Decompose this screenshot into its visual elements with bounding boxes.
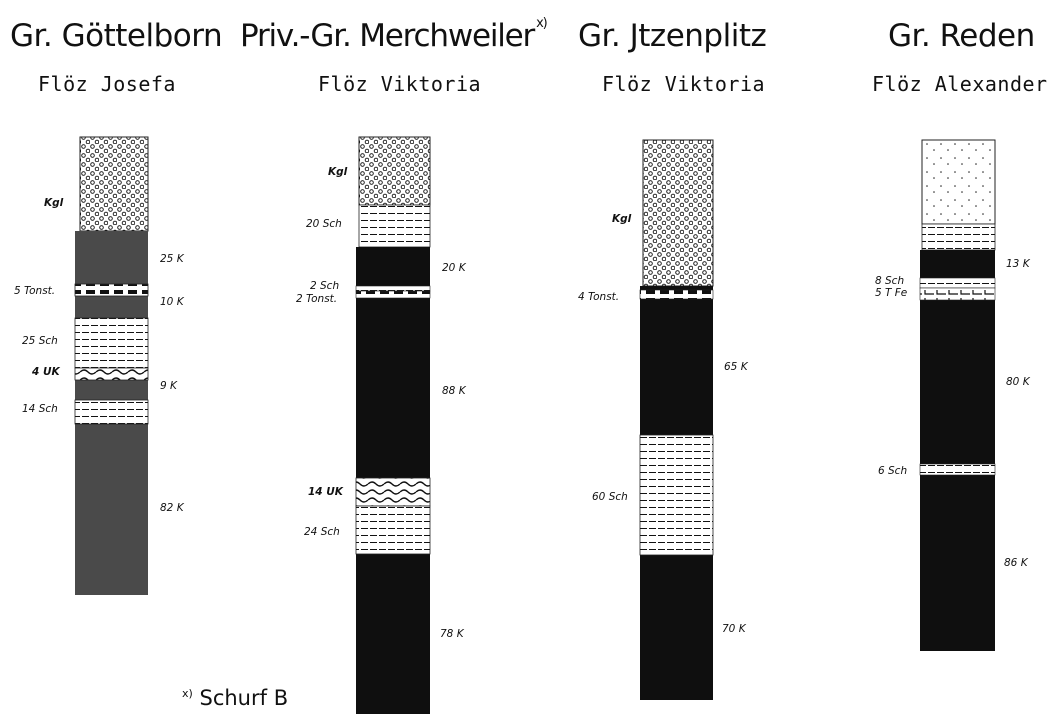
layer-shale — [639, 434, 714, 556]
layer-shale — [358, 204, 431, 248]
column-jtzenplitz — [639, 139, 714, 700]
footnote-text: Schurf B — [199, 686, 289, 710]
layer-underclay — [355, 477, 431, 507]
column-subtitle-merchweiler: Flöz Viktoria — [318, 72, 482, 96]
layer-shale-thin — [919, 277, 996, 289]
layer-conglomerate — [79, 136, 149, 232]
label-right-coal: 10 K — [160, 296, 184, 308]
column-title-merchweiler: Priv.-Gr. Merchweiler x) — [240, 16, 548, 54]
label-right-coal: 82 K — [160, 502, 184, 514]
label-right-coal: 25 K — [160, 253, 184, 265]
layer-shale-thin — [919, 463, 996, 476]
title-footnote-marker: x) — [536, 16, 548, 31]
layer-underclay — [74, 367, 149, 381]
label-left-kgl: Kgl — [328, 166, 348, 178]
label-left-shale: 2 Sch — [310, 280, 340, 292]
label-left-tonstein: 5 Tonst. — [14, 285, 56, 297]
label-left-tonstein: 4 Tonst. — [578, 291, 620, 303]
column-reden — [919, 139, 996, 651]
label-right-coal: 70 K — [722, 623, 746, 635]
layer-clay-ironstone — [919, 287, 996, 301]
label-left-underclay: 14 UK — [308, 486, 343, 498]
column-title-jtzenplitz: Gr. Jtzenplitz — [578, 18, 767, 54]
label-right-coal: 13 K — [1006, 258, 1030, 270]
label-left-shale: 8 Sch — [875, 275, 905, 287]
layer-conglomerate — [642, 139, 714, 287]
label-left-shale: 24 Sch — [304, 526, 340, 538]
column-title-goettelborn: Gr. Göttelborn — [10, 18, 223, 54]
column-title-reden: Gr. Reden — [888, 18, 1035, 54]
footnote-marker: x) — [182, 687, 193, 700]
label-left-shale: 60 Sch — [592, 491, 628, 503]
label-right-coal: 65 K — [724, 361, 748, 373]
layer-sandstone — [921, 139, 996, 225]
column-subtitle-reden: Flöz Alexander — [872, 72, 1048, 96]
label-right-coal: 20 K — [442, 262, 466, 274]
label-left-kgl: Kgl — [44, 197, 64, 209]
layer-coal — [920, 250, 995, 651]
label-right-coal: 78 K — [440, 628, 464, 640]
layer-shale — [74, 399, 149, 425]
column-goettelborn — [74, 136, 149, 595]
label-left-shale: 20 Sch — [306, 218, 342, 230]
label-left-shale: 6 Sch — [878, 465, 908, 477]
layer-conglomerate — [358, 136, 431, 206]
column-merchweiler — [355, 136, 431, 714]
layer-tonstein — [355, 290, 431, 299]
label-left-shale: 14 Sch — [22, 403, 58, 415]
label-left-clay-ironstone: 5 T Fe — [875, 287, 908, 299]
column-subtitle-goettelborn: Flöz Josefa — [38, 72, 176, 96]
label-right-coal: 9 K — [160, 380, 177, 392]
layer-shale — [355, 505, 431, 555]
label-right-coal: 86 K — [1004, 557, 1028, 569]
label-left-shale: 25 Sch — [22, 335, 58, 347]
label-right-coal: 80 K — [1006, 376, 1030, 388]
footnote: x) Schurf B — [182, 686, 288, 710]
layer-tonstein — [74, 283, 149, 297]
layer-shale — [74, 317, 149, 369]
label-left-tonstein: 2 Tonst. — [296, 293, 338, 305]
label-left-underclay: 4 UK — [32, 366, 60, 378]
label-right-coal: 88 K — [442, 385, 466, 397]
label-left-kgl: Kgl — [612, 213, 632, 225]
layer-tonstein — [639, 289, 714, 300]
column-title-merchweiler-text: Priv.-Gr. Merchweiler — [240, 18, 535, 54]
column-subtitle-jtzenplitz: Flöz Viktoria — [602, 72, 766, 96]
layer-shale-thin — [355, 285, 431, 292]
layer-shale — [921, 223, 996, 251]
